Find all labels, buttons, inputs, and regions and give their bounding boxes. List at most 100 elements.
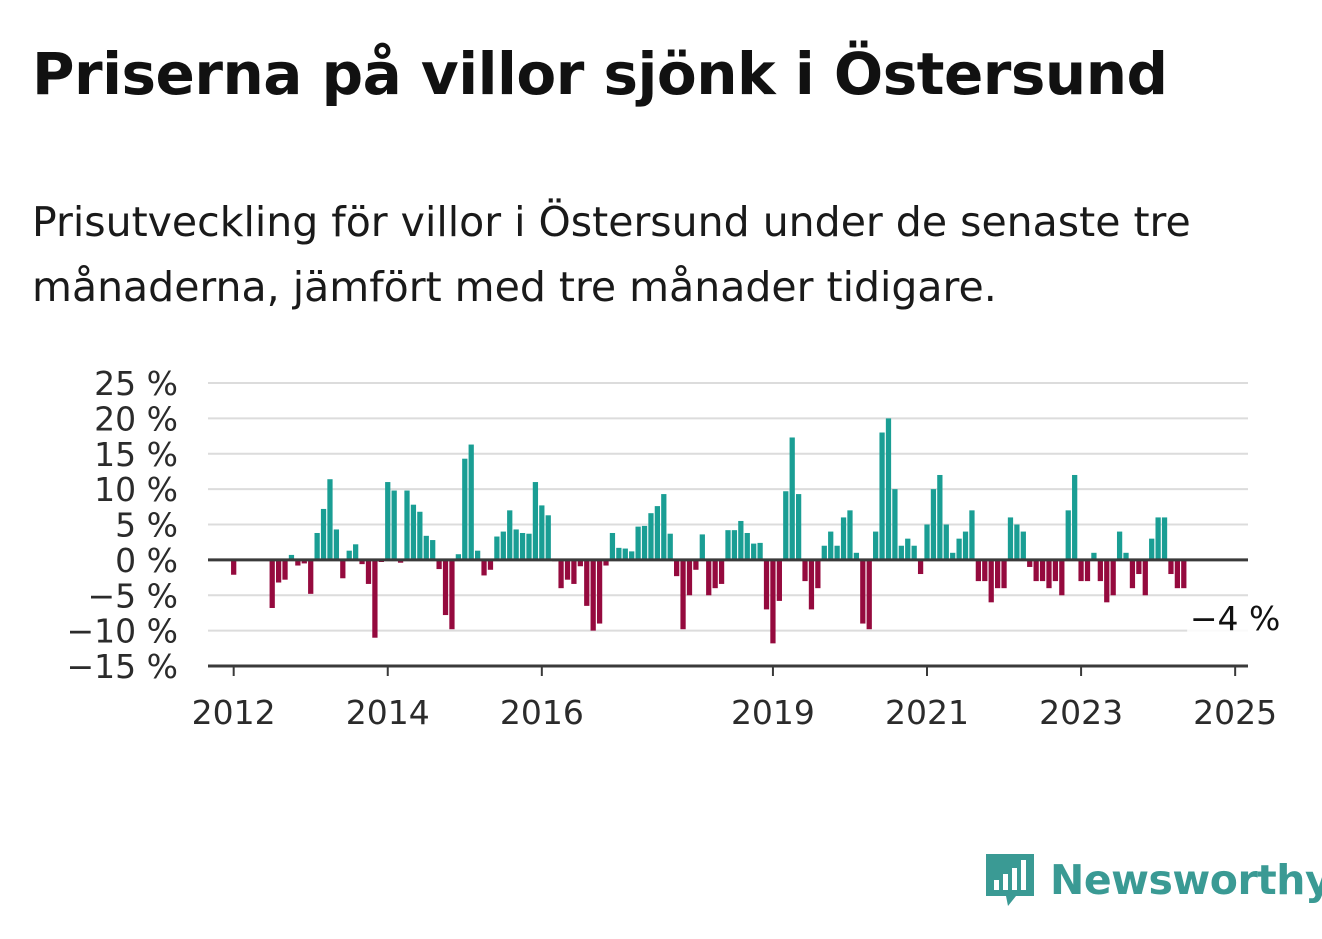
- bar: [1149, 538, 1155, 560]
- bar: [950, 552, 956, 560]
- bar: [596, 559, 603, 624]
- newsworthy-logo: Newsworthy: [982, 850, 1322, 910]
- bar: [558, 559, 564, 589]
- bar: [815, 559, 821, 589]
- bar: [1027, 559, 1033, 567]
- bar: [462, 458, 468, 560]
- bar: [731, 530, 738, 560]
- bar: [564, 559, 571, 580]
- bar: [1155, 517, 1161, 560]
- bar: [783, 491, 789, 560]
- bar: [629, 551, 635, 560]
- bar: [481, 559, 487, 576]
- bar: [667, 533, 673, 560]
- bar: [1181, 559, 1187, 589]
- bar: [545, 515, 551, 560]
- bar: [911, 545, 917, 560]
- bar: [475, 550, 481, 560]
- y-tick-label: −5 %: [88, 576, 179, 615]
- bar: [879, 432, 885, 560]
- bar: [519, 532, 526, 560]
- bar: [828, 531, 834, 560]
- bar: [943, 524, 949, 560]
- bar: [340, 559, 346, 579]
- bar: [500, 531, 506, 560]
- bar: [738, 520, 744, 560]
- bar: [1142, 559, 1148, 596]
- bar: [641, 525, 648, 560]
- bar: [693, 559, 699, 570]
- bar: [718, 559, 725, 584]
- bar: [892, 489, 898, 560]
- x-tick-label: 2021: [885, 693, 969, 732]
- bar: [590, 559, 596, 631]
- bar: [449, 559, 455, 630]
- bar: [455, 554, 461, 560]
- bar: [680, 559, 686, 630]
- bar: [609, 532, 616, 560]
- bar: [1059, 559, 1065, 596]
- bar: [648, 513, 654, 560]
- x-tick-label: 2019: [731, 693, 815, 732]
- end-value-label: −4 %: [1190, 599, 1281, 638]
- bar: [346, 550, 352, 560]
- bar: [372, 559, 378, 638]
- bar: [468, 444, 474, 560]
- bar: [1007, 517, 1014, 560]
- y-tick-label: −15 %: [67, 647, 179, 686]
- bar: [1116, 531, 1123, 560]
- bar: [905, 538, 911, 560]
- grid-lines: [208, 382, 1248, 632]
- bar: [275, 559, 282, 583]
- bar: [603, 559, 609, 566]
- bar: [526, 533, 532, 560]
- x-tick-label: 2016: [500, 693, 584, 732]
- bar: [873, 531, 879, 560]
- bar: [1014, 524, 1020, 560]
- bar: [751, 543, 757, 560]
- bar: [571, 559, 577, 584]
- chart-subtitle: Prisutveckling för villor i Östersund un…: [32, 198, 1191, 311]
- bar: [757, 542, 763, 560]
- bar: [853, 552, 860, 560]
- bar: [282, 559, 288, 580]
- chart-title: Priserna på villor sjönk i Östersund: [32, 40, 1168, 108]
- bar: [847, 510, 853, 560]
- bar: [969, 510, 975, 560]
- bar: [982, 559, 988, 582]
- bar: [1136, 559, 1142, 575]
- y-tick-label: −10 %: [67, 612, 179, 651]
- bars: [231, 418, 1187, 644]
- bar: [430, 540, 436, 560]
- bar: [1065, 510, 1071, 560]
- bar: [494, 536, 500, 560]
- bar: [795, 494, 802, 560]
- bar: [789, 437, 795, 560]
- bar: [1091, 552, 1097, 560]
- bar: [1123, 552, 1129, 560]
- bar: [661, 494, 667, 560]
- bar: [513, 529, 519, 560]
- bar: [365, 559, 372, 584]
- y-tick-label: 20 %: [94, 399, 178, 438]
- bar: [1097, 559, 1103, 582]
- bar: [1039, 559, 1046, 582]
- bar: [288, 554, 295, 560]
- bar: [231, 559, 237, 575]
- bar: [442, 559, 449, 616]
- bar: [353, 544, 359, 560]
- bar: [937, 474, 943, 560]
- bar: [674, 559, 680, 577]
- bar: [776, 559, 782, 601]
- bar: [840, 517, 847, 560]
- bar: [269, 559, 275, 608]
- bar: [507, 510, 513, 560]
- bar: [744, 532, 750, 560]
- bar: [770, 559, 776, 644]
- bar: [333, 529, 340, 560]
- bar: [487, 559, 494, 570]
- bar: [577, 559, 583, 567]
- bar: [301, 559, 307, 564]
- bar: [988, 559, 994, 603]
